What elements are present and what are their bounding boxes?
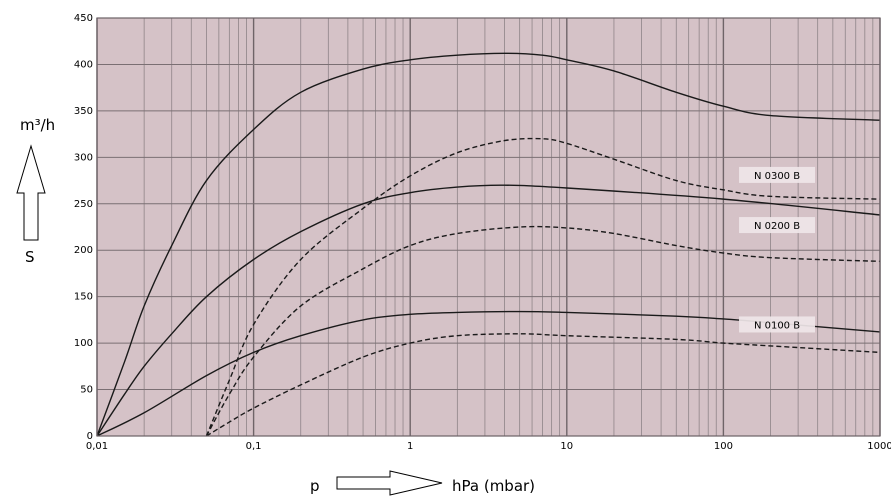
series-label: N 0100 B: [754, 320, 800, 331]
y-tick-label: 0: [87, 431, 93, 442]
series-layer: [96, 52, 881, 437]
y-tick-label: 100: [74, 338, 93, 349]
y-axis-unit: m³/h: [20, 116, 55, 134]
solid-curve-1: [96, 52, 881, 437]
dashed-curve-2: [205, 137, 881, 437]
x-tick-label: 0,1: [246, 441, 262, 452]
x-tick-label: 10: [560, 441, 573, 452]
y-tick-label: 450: [74, 13, 93, 24]
y-tick-label: 300: [74, 152, 93, 163]
x-axis-unit: hPa (mbar): [452, 477, 535, 495]
series-label: N 0300 B: [754, 171, 800, 182]
x-tick-label: 1: [407, 441, 413, 452]
x-axis-symbol: p: [310, 477, 320, 495]
solid-curve-3: [96, 184, 881, 437]
series-labels: N 0300 B N 0200 B N 0100 B: [739, 166, 816, 333]
y-tick-label: 400: [74, 59, 93, 70]
y-tick-label: 50: [80, 385, 93, 396]
x-tick-labels: 0,01 0,1 1 10 100 1000: [86, 441, 891, 452]
series-label: N 0200 B: [754, 221, 800, 232]
y-tick-label: 200: [74, 245, 93, 256]
series-label-bg: [739, 316, 816, 333]
plot-frame: [96, 17, 881, 437]
minor-grid: [143, 18, 874, 436]
y-tick-label: 250: [74, 199, 93, 210]
dashed-curve-4: [205, 225, 881, 437]
dashed-curve-6: [206, 333, 881, 437]
x-tick-label: 0,01: [86, 441, 108, 452]
plot-area: N 0300 B N 0200 B N 0100 B: [96, 17, 881, 437]
y-tick-label: 150: [74, 292, 93, 303]
right-arrow-icon: [336, 470, 443, 496]
y-axis-symbol: S: [25, 248, 35, 266]
x-tick-label: 1000: [867, 441, 891, 452]
x-tick-label: 100: [714, 441, 733, 452]
up-arrow-icon: [16, 144, 46, 241]
y-tick-label: 350: [74, 106, 93, 117]
y-tick-labels: 0 50 100 150 200 250 300 350 400 450: [74, 13, 93, 442]
series-label-bg: [739, 217, 816, 234]
series-label-bg: [739, 166, 816, 183]
solid-curve-5: [96, 310, 881, 437]
